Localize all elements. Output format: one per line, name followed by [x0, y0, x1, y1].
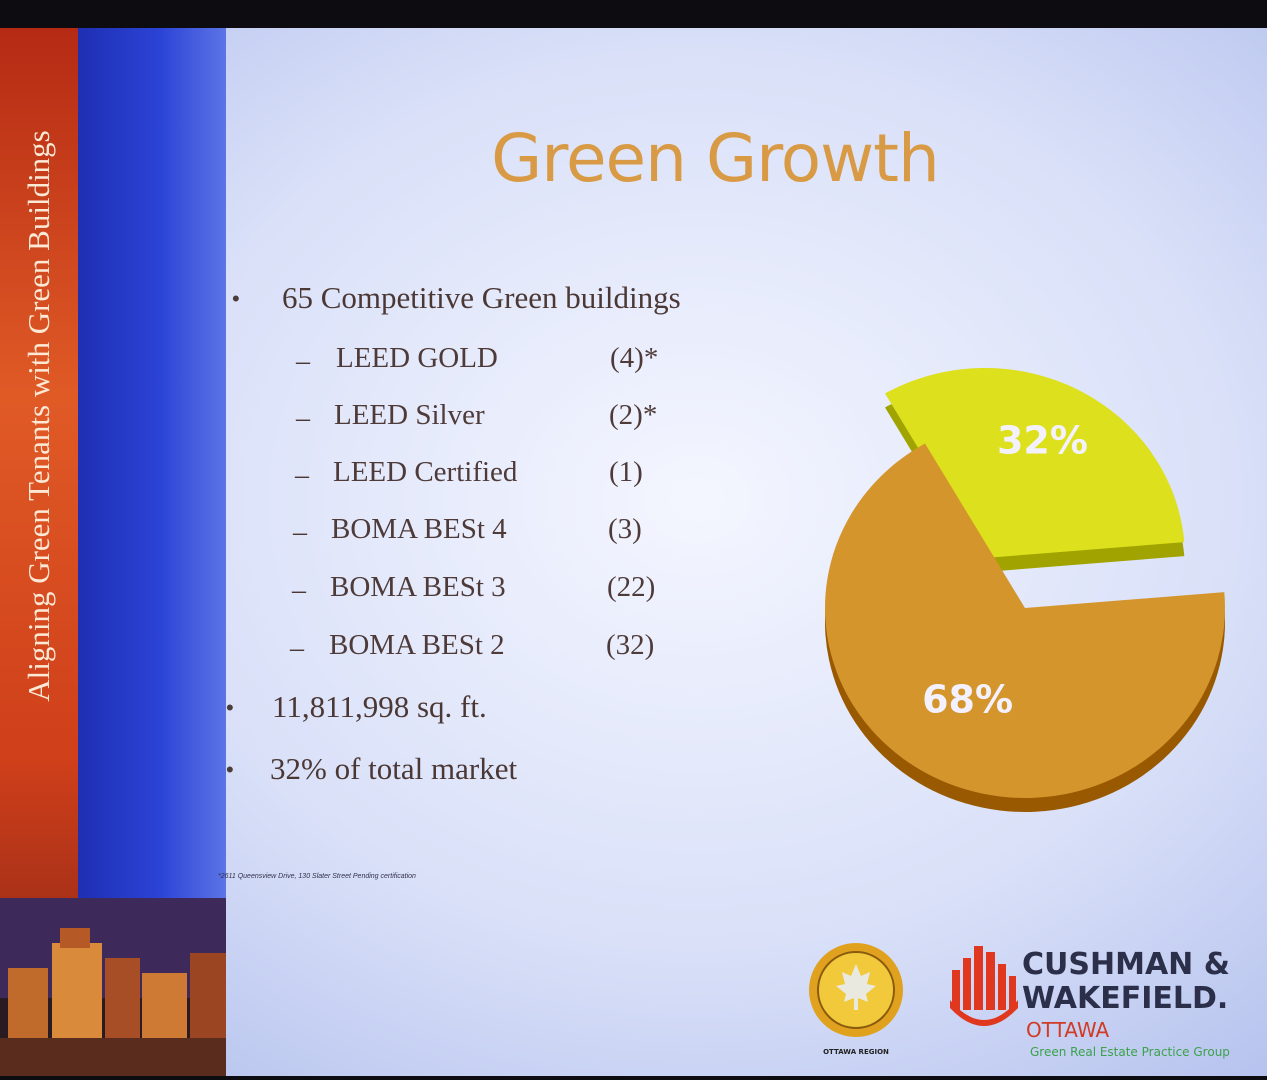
sub-item-boma-4: BOMA BESt 4 [331, 513, 507, 545]
company-name-line-2: WAKEFIELD. [1022, 981, 1229, 1016]
sub-item-leed-certified: LEED Certified [333, 456, 518, 488]
sub-item-count: (32) [606, 629, 655, 661]
bullet-buildings: 65 Competitive Green buildings [282, 280, 681, 315]
ottawa-region-seal: OTTAWA REGION [809, 943, 903, 1056]
sub-item-leed-gold: LEED GOLD [336, 342, 498, 374]
sub-item-count: (2)* [609, 399, 658, 431]
bullet-square-feet: 11,811,998 sq. ft. [272, 689, 487, 724]
bullet-market-share: 32% of total market [270, 751, 518, 786]
dash: – [296, 403, 310, 434]
company-group: Green Real Estate Practice Group [1030, 1045, 1230, 1059]
presentation-slide: Aligning Green Tenants with Green Buildi… [0, 28, 1267, 1076]
pie-chart: 32% 68% [825, 368, 1225, 812]
bullet-dot: • [226, 757, 234, 782]
seal-caption: OTTAWA REGION [823, 1048, 889, 1056]
slide-title: Green Growth [491, 120, 940, 197]
dash: – [296, 346, 310, 377]
sub-item-boma-2: BOMA BESt 2 [329, 629, 505, 661]
pie-slice-label: 32% [997, 419, 1088, 463]
footnote: *2611 Queensview Drive, 130 Slater Stree… [218, 873, 416, 880]
company-name: CUSHMAN & WAKEFIELD. [1022, 948, 1230, 1016]
dash: – [295, 460, 309, 491]
dash: – [290, 633, 304, 664]
cushman-wakefield-building-logo [950, 946, 1018, 1026]
dash: – [292, 575, 306, 606]
sub-item-boma-3: BOMA BESt 3 [330, 571, 506, 603]
pie-slice-label: 68% [922, 677, 1013, 721]
bullet-dot: • [226, 695, 234, 720]
company-name-line-1: CUSHMAN & [1022, 947, 1230, 982]
dash: – [293, 517, 307, 548]
city-skyline-image [0, 898, 226, 1076]
company-city: OTTAWA [1026, 1018, 1110, 1042]
sub-item-count: (3) [608, 513, 642, 545]
sub-item-count: (4)* [610, 342, 659, 374]
sidebar-title: Aligning Green Tenants with Green Buildi… [21, 130, 56, 702]
bullet-dot: • [232, 286, 240, 311]
sub-item-leed-silver: LEED Silver [334, 399, 485, 431]
pie-slice [825, 443, 1225, 798]
sub-item-count: (1) [609, 456, 643, 488]
sub-item-count: (22) [607, 571, 656, 603]
